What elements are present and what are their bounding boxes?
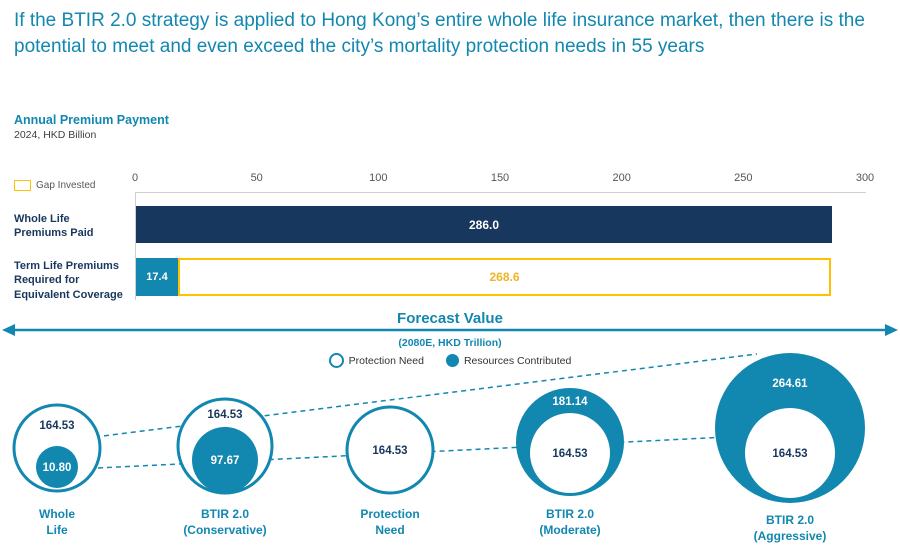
x-tick-150: 150 [490, 172, 510, 184]
forecast-subtitle: (2080E, HKD Trillion) [398, 337, 502, 349]
whole-life-need-value: 164.53 [39, 420, 74, 432]
gap-invested-label: Gap Invested [36, 180, 96, 191]
x-axis-line [135, 192, 866, 193]
whole-life-resources-value: 10.80 [43, 462, 72, 474]
bar-whole-life-premiums: 286.0 [136, 206, 832, 243]
forecast-legend: Protection Need Resources Contributed [0, 353, 900, 368]
bar-whole-life-value: 286.0 [468, 217, 500, 232]
label-line: BTIR 2.0 [545, 507, 594, 521]
bubble-label-moderate: BTIR 2.0 (Moderate) [500, 506, 640, 538]
label-line: (Moderate) [539, 523, 601, 538]
bubble-label-aggressive: BTIR 2.0 (Aggressive) [720, 512, 860, 544]
bubble-label-protection-need: Protection Need [320, 506, 460, 538]
bubble-moderate-need [530, 413, 610, 493]
legend-resources-contributed-label: Resources Contributed [463, 354, 572, 367]
gap-invested-swatch-icon [14, 180, 31, 191]
label-line: Life [46, 523, 68, 538]
bar-term-life-paid: 17.4 [136, 258, 178, 296]
aggressive-resources-value: 264.61 [772, 378, 808, 390]
premium-chart-title: Annual Premium Payment [14, 113, 169, 127]
bubble-label-whole-life: Whole Life [0, 506, 127, 538]
x-tick-200: 200 [612, 172, 631, 184]
legend-protection-need-label: Protection Need [348, 354, 424, 367]
bubble-conservative-resources [192, 427, 258, 493]
legend-resources-contributed: Resources Contributed [445, 354, 572, 367]
label-line: BTIR 2.0 [200, 507, 249, 521]
protection-need-value: 164.53 [372, 445, 407, 457]
label-line: Protection [360, 507, 420, 521]
bar-term-life-paid-value: 17.4 [146, 271, 168, 283]
aggressive-need-value: 164.53 [772, 448, 807, 460]
conservative-need-value: 164.53 [207, 409, 242, 421]
bubble-whole-life-resources [36, 446, 78, 488]
label-line: Need [375, 523, 405, 538]
bubble-aggressive-need [745, 408, 835, 498]
arrow-left-icon [2, 324, 15, 336]
premium-chart-subtitle: 2024, HKD Billion [14, 129, 97, 141]
page-title: If the BTIR 2.0 strategy is applied to H… [14, 10, 865, 58]
row-label-term-life: Term Life Premiums Required for Equivale… [14, 260, 123, 301]
label-line: (Aggressive) [753, 529, 827, 544]
label-line: (Conservative) [183, 523, 267, 538]
x-tick-0: 0 [131, 172, 139, 184]
moderate-resources-value: 181.14 [552, 396, 588, 408]
y-axis-line [135, 192, 136, 300]
protection-need-circle-icon [328, 353, 344, 368]
bar-gap-invested-value: 268.6 [489, 270, 520, 284]
bar-gap-invested: 268.6 [178, 258, 831, 296]
gap-invested-legend: Gap Invested [14, 180, 95, 191]
bubble-label-conservative: BTIR 2.0 (Conservative) [155, 506, 295, 538]
bubble-protection-need [345, 405, 435, 495]
arrow-right-icon [885, 324, 898, 336]
conservative-resources-value: 97.67 [211, 455, 240, 467]
label-line: BTIR 2.0 [765, 513, 814, 527]
forecast-title: Forecast Value [397, 310, 503, 327]
x-tick-300: 300 [855, 172, 875, 184]
legend-protection-need: Protection Need [328, 353, 424, 368]
resources-contributed-circle-icon [445, 354, 459, 367]
forecast-bubble-chart: 164.53 10.80 164.53 97.67 164.53 181.14 … [12, 353, 865, 503]
forecast-double-arrow [2, 324, 898, 336]
x-tick-50: 50 [250, 172, 263, 184]
label-line: Whole [39, 507, 75, 521]
x-tick-250: 250 [734, 172, 753, 184]
moderate-need-value: 164.53 [552, 448, 587, 460]
row-label-whole-life: Whole Life Premiums Paid [14, 213, 94, 240]
x-tick-100: 100 [369, 172, 388, 184]
